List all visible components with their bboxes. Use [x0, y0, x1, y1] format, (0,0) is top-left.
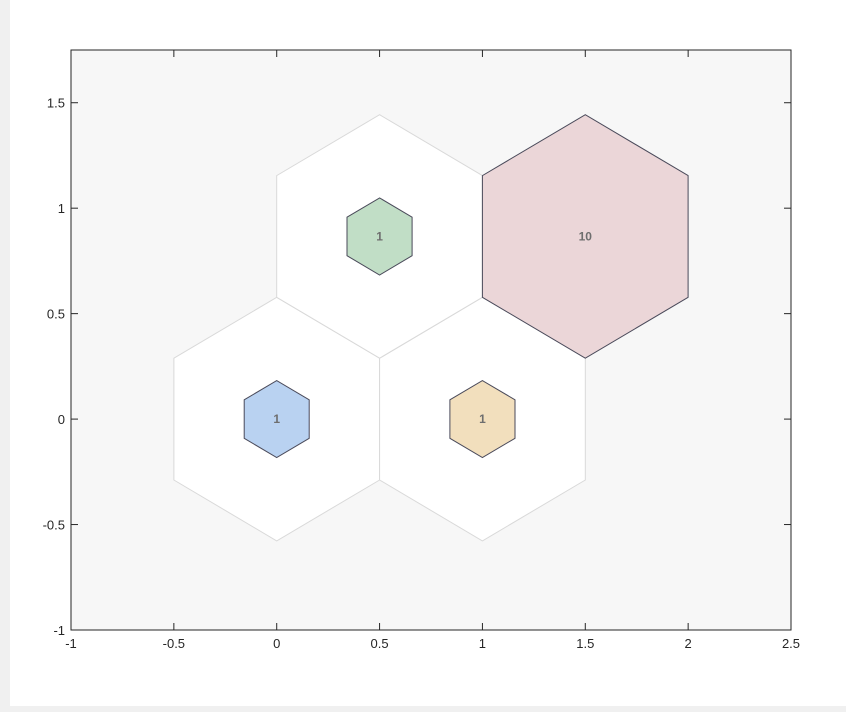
axes-box [70, 49, 792, 631]
hexagon-count-labels: 1 1 1 10 [273, 229, 592, 426]
x-tick-label: 0.5 [371, 636, 389, 651]
hexagon-cells [243, 114, 689, 459]
hexagon-count-label: 1 [273, 412, 280, 426]
x-tick-label: 1 [479, 636, 486, 651]
hexagon-cell [481, 114, 689, 359]
y-tick-label: 0.5 [47, 307, 65, 322]
hexagon-cell [346, 197, 413, 276]
x-tick-label: -0.5 [163, 636, 185, 651]
x-tick-label: 1.5 [576, 636, 594, 651]
figure-window: 1 1 1 10 -1 -0.5 0 0.5 1 1.5 2 2.5 -1 -0.5 0 0.5 1 1.5 [10, 0, 846, 706]
y-tick-label: 1.5 [47, 96, 65, 111]
y-tick-label: -0.5 [43, 518, 65, 533]
y-tick-label: -1 [53, 623, 65, 638]
x-axis-tick-labels: -1 -0.5 0 0.5 1 1.5 2 2.5 [65, 636, 800, 651]
y-tick-label: 1 [58, 201, 65, 216]
axis-ticks [70, 50, 792, 631]
y-axis-tick-labels: -1 -0.5 0 0.5 1 1.5 [43, 96, 65, 638]
hexagon-cell [449, 380, 516, 459]
hexagon-cell [243, 380, 310, 459]
x-tick-label: -1 [65, 636, 77, 651]
x-tick-label: 0 [273, 636, 280, 651]
y-tick-label: 0 [58, 412, 65, 427]
x-tick-label: 2 [685, 636, 692, 651]
hexagon-count-label: 10 [579, 229, 593, 243]
hexagon-count-label: 1 [376, 229, 383, 243]
hexbin-chart: 1 1 1 10 -1 -0.5 0 0.5 1 1.5 2 2.5 -1 -0.5 0 0.5 1 1.5 [43, 49, 800, 651]
x-tick-label: 2.5 [782, 636, 800, 651]
hexagon-count-label: 1 [479, 412, 486, 426]
